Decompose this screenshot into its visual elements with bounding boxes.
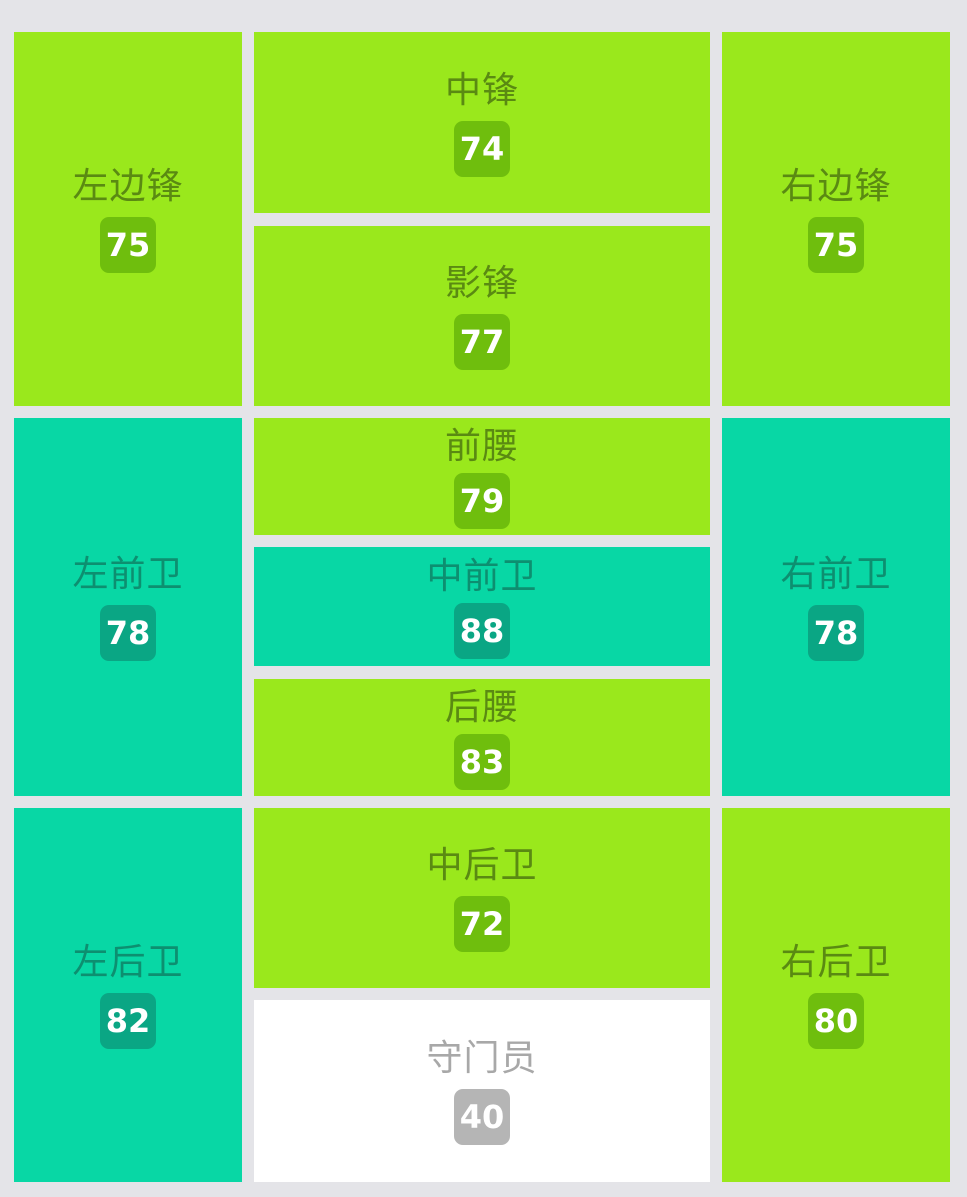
rating-badge: 74 (454, 120, 510, 177)
position-cell-cam[interactable]: 前腰 79 (254, 418, 710, 535)
rating-badge: 80 (808, 993, 864, 1049)
rating-badge: 79 (454, 472, 510, 529)
rating-badge: 77 (454, 314, 510, 370)
position-cell-rw[interactable]: 右边锋 75 (722, 32, 950, 406)
rating-badge: 88 (454, 602, 510, 659)
position-label: 中锋 (444, 69, 519, 111)
position-label: 守门员 (426, 1038, 538, 1079)
position-label: 后腰 (444, 686, 519, 728)
position-cell-cb[interactable]: 中后卫 72 (254, 808, 710, 988)
position-cell-lw[interactable]: 左边锋 75 (14, 32, 242, 406)
position-label: 中前卫 (426, 555, 538, 597)
position-label: 中后卫 (426, 845, 538, 886)
position-cell-cdm[interactable]: 后腰 83 (254, 679, 710, 796)
position-label: 右前卫 (780, 554, 892, 595)
rating-badge: 83 (454, 733, 510, 790)
position-cell-st[interactable]: 中锋 74 (254, 32, 710, 213)
position-label: 左前卫 (72, 554, 184, 595)
rating-badge: 78 (100, 605, 156, 661)
position-label: 左边锋 (72, 166, 184, 207)
position-cell-cm[interactable]: 中前卫 88 (254, 547, 710, 666)
rating-badge: 40 (454, 1089, 510, 1145)
rating-badge: 82 (100, 993, 156, 1049)
position-cell-rb[interactable]: 右后卫 80 (722, 808, 950, 1182)
position-cell-lm[interactable]: 左前卫 78 (14, 418, 242, 796)
rating-badge: 75 (808, 217, 864, 273)
position-label: 前腰 (444, 425, 519, 467)
position-label: 左后卫 (72, 942, 184, 983)
rating-badge: 75 (100, 217, 156, 273)
position-cell-lb[interactable]: 左后卫 82 (14, 808, 242, 1182)
position-cell-cf[interactable]: 影锋 77 (254, 226, 710, 406)
position-label: 右边锋 (780, 166, 892, 207)
position-cell-rm[interactable]: 右前卫 78 (722, 418, 950, 796)
rating-badge: 78 (808, 605, 864, 661)
position-cell-gk[interactable]: 守门员 40 (254, 1000, 710, 1182)
position-label: 右后卫 (780, 942, 892, 983)
rating-badge: 72 (454, 896, 510, 952)
position-label: 影锋 (444, 263, 519, 304)
